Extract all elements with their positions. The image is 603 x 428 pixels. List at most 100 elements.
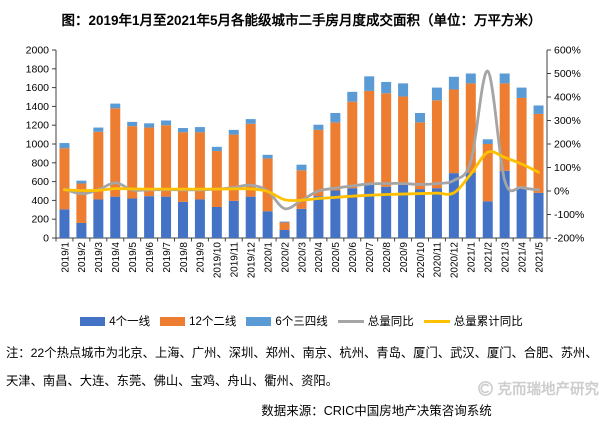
bar-segment-1 <box>262 211 273 238</box>
bar-segment-3 <box>448 76 459 90</box>
bar-segment-1 <box>296 208 307 238</box>
bar-segment-2 <box>482 144 493 202</box>
bar-segment-3 <box>347 91 358 102</box>
x-axis-label: 2021/1 <box>467 242 478 273</box>
left-axis-label: 1400 <box>26 101 50 113</box>
bar-segment-2 <box>93 131 104 200</box>
x-axis-label: 2020/9 <box>399 242 410 273</box>
legend-bar-swatch <box>246 316 272 326</box>
x-axis-label: 2020/3 <box>297 242 308 273</box>
x-axis-label: 2019/1 <box>60 242 71 273</box>
bar-segment-2 <box>533 113 544 193</box>
legend-label: 6个三四线 <box>275 316 328 328</box>
bar-segment-1 <box>381 186 392 238</box>
left-axis-label: 1600 <box>26 82 50 94</box>
bar-segment-1 <box>110 196 121 238</box>
bar-segment-1 <box>211 206 222 238</box>
bar-segment-3 <box>431 87 442 101</box>
bar-segment-2 <box>381 93 392 187</box>
bar-segment-2 <box>296 170 307 209</box>
left-axis-label: 0 <box>43 233 49 245</box>
x-axis-label: 2019/6 <box>145 242 156 273</box>
x-axis-label: 2019/2 <box>77 242 88 273</box>
x-axis-label: 2020/12 <box>450 242 461 279</box>
legend-item-1: 4个一线 <box>80 313 150 329</box>
bar-segment-3 <box>398 83 409 97</box>
bar-segment-3 <box>313 124 324 130</box>
x-axis-label: 2020/6 <box>348 242 359 273</box>
bar-segment-1 <box>448 173 459 238</box>
bar-segment-2 <box>262 158 273 212</box>
legend-item-5: 总量累计同比 <box>423 313 523 329</box>
bar-segment-1 <box>398 184 409 238</box>
right-axis-label: 0% <box>554 186 569 198</box>
x-axis-label: 2020/5 <box>331 242 342 273</box>
left-axis-label: 200 <box>31 214 49 226</box>
bar-segment-1 <box>177 201 188 238</box>
bar-segment-3 <box>93 127 104 132</box>
x-axis-label: 2020/7 <box>365 242 376 273</box>
bar-segment-3 <box>194 127 205 133</box>
legend-line-swatch <box>337 319 364 323</box>
bar-segment-3 <box>59 143 70 149</box>
bar-segment-2 <box>330 122 341 191</box>
right-axis-label: 100% <box>554 162 581 174</box>
bar-segment-1 <box>431 188 442 238</box>
legend-label: 总量累计同比 <box>453 316 523 328</box>
bar-segment-3 <box>330 112 341 123</box>
bar-segment-3 <box>161 120 172 126</box>
bar-segment-1 <box>144 196 155 238</box>
bar-segment-3 <box>144 123 155 128</box>
bar-segment-3 <box>245 119 256 124</box>
left-axis-label: 1800 <box>26 63 50 75</box>
x-axis-label: 2019/11 <box>230 242 241 278</box>
bar-segment-1 <box>127 198 138 238</box>
bar-segment-1 <box>533 192 544 238</box>
right-axis-label: -200% <box>554 233 584 245</box>
x-axis-label: 2021/4 <box>517 242 528 273</box>
bar-segment-3 <box>364 76 375 91</box>
x-axis-label: 2019/4 <box>111 242 122 273</box>
bar-segment-3 <box>296 164 307 171</box>
x-axis-label: 2020/2 <box>280 242 291 273</box>
left-axis-label: 600 <box>31 176 49 188</box>
legend-item-2: 12个二线 <box>160 313 236 329</box>
bar-segment-1 <box>245 196 256 238</box>
bar-segment-3 <box>110 103 121 109</box>
bar-segment-3 <box>279 221 290 223</box>
bar-segment-3 <box>76 180 87 184</box>
axes: 0 200 400 600 800 1000 1200 1400 1600 1800 2000 -20… <box>26 45 585 245</box>
bar-segment-2 <box>127 126 138 199</box>
bar-segment-1 <box>59 209 70 238</box>
left-axis-label: 2000 <box>26 45 50 57</box>
x-axis-label: 2020/11 <box>433 242 444 278</box>
x-axis-label: 2020/8 <box>382 242 393 273</box>
bar-segment-2 <box>499 83 510 171</box>
bar-segment-2 <box>161 125 172 197</box>
bar-segment-1 <box>93 199 104 238</box>
bar-segment-2 <box>177 132 188 202</box>
bar-segment-3 <box>177 128 188 133</box>
bar-segment-2 <box>110 108 121 197</box>
bar-segment-3 <box>381 81 392 94</box>
bar-segment-1 <box>415 189 426 238</box>
bar-segment-3 <box>482 139 493 144</box>
legend-label: 12个二线 <box>189 316 237 328</box>
right-axis-label: -100% <box>554 209 584 221</box>
bar-segment-3 <box>262 154 273 159</box>
left-axis-label: 1000 <box>26 139 50 151</box>
bar-segment-1 <box>347 188 358 238</box>
legend-bar-swatch <box>80 316 106 326</box>
right-axis-label: 200% <box>554 139 581 151</box>
x-axis-label: 2019/12 <box>247 242 258 279</box>
bar-segment-2 <box>59 148 70 210</box>
cric-logo-icon <box>477 380 494 397</box>
x-axis-labels: 2019/1 2019/2 2019/3 2019/4 2019/5 2019/6 2019… <box>60 242 545 279</box>
right-axis-label: 600% <box>554 45 581 57</box>
bar-segment-1 <box>330 190 341 238</box>
bar-segment-2 <box>516 97 527 187</box>
legend-label: 4个一线 <box>109 316 151 328</box>
bar-segment-3 <box>533 105 544 114</box>
chart-area: 0 200 400 600 800 1000 1200 1400 1600 1800 2000 -20… <box>0 43 603 295</box>
